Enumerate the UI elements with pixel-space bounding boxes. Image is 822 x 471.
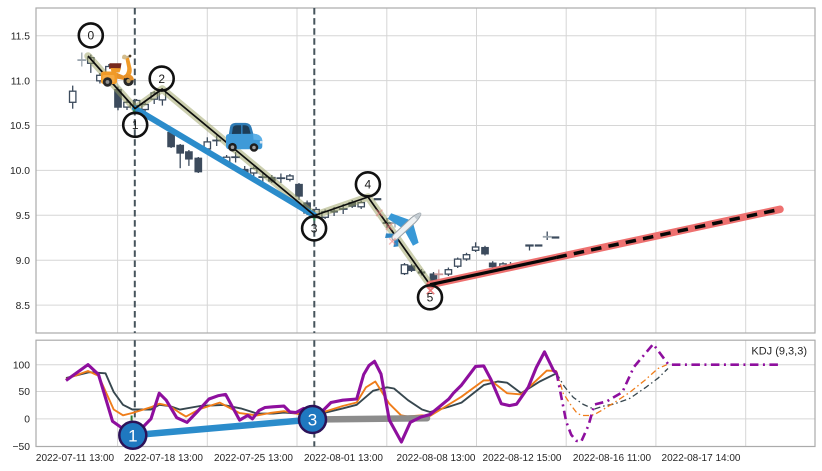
svg-text:2022-08-01 13:00: 2022-08-01 13:00	[304, 453, 383, 464]
svg-text:1: 1	[128, 426, 137, 445]
svg-text:10.0: 10.0	[10, 166, 30, 177]
svg-text:11.5: 11.5	[11, 31, 31, 42]
svg-text:9.0: 9.0	[16, 256, 31, 267]
svg-text:2: 2	[158, 72, 165, 86]
svg-text:2022-08-08 13:00: 2022-08-08 13:00	[397, 453, 476, 464]
svg-text:100: 100	[13, 360, 30, 371]
svg-text:−50: −50	[13, 442, 31, 453]
svg-text:2022-07-11 13:00: 2022-07-11 13:00	[36, 453, 115, 464]
svg-text:50: 50	[19, 387, 31, 398]
svg-text:0: 0	[87, 29, 94, 43]
svg-text:5: 5	[427, 291, 434, 305]
svg-text:1: 1	[132, 118, 139, 132]
svg-text:2022-07-18 13:00: 2022-07-18 13:00	[124, 453, 203, 464]
svg-text:10.5: 10.5	[10, 121, 30, 132]
svg-text:2022-08-16 11:00: 2022-08-16 11:00	[573, 453, 652, 464]
svg-text:2022-07-25 13:00: 2022-07-25 13:00	[214, 453, 293, 464]
svg-text:2022-08-12 15:00: 2022-08-12 15:00	[483, 453, 562, 464]
svg-text:9.5: 9.5	[16, 211, 31, 222]
svg-text:8.5: 8.5	[16, 301, 31, 312]
svg-text:0: 0	[24, 415, 30, 426]
svg-text:KDJ (9,3,3): KDJ (9,3,3)	[751, 346, 807, 358]
svg-text:4: 4	[365, 178, 372, 192]
svg-text:3: 3	[308, 411, 317, 430]
svg-text:11.0: 11.0	[11, 76, 31, 87]
svg-text:2022-08-17 14:00: 2022-08-17 14:00	[662, 453, 741, 464]
svg-text:3: 3	[311, 222, 318, 236]
